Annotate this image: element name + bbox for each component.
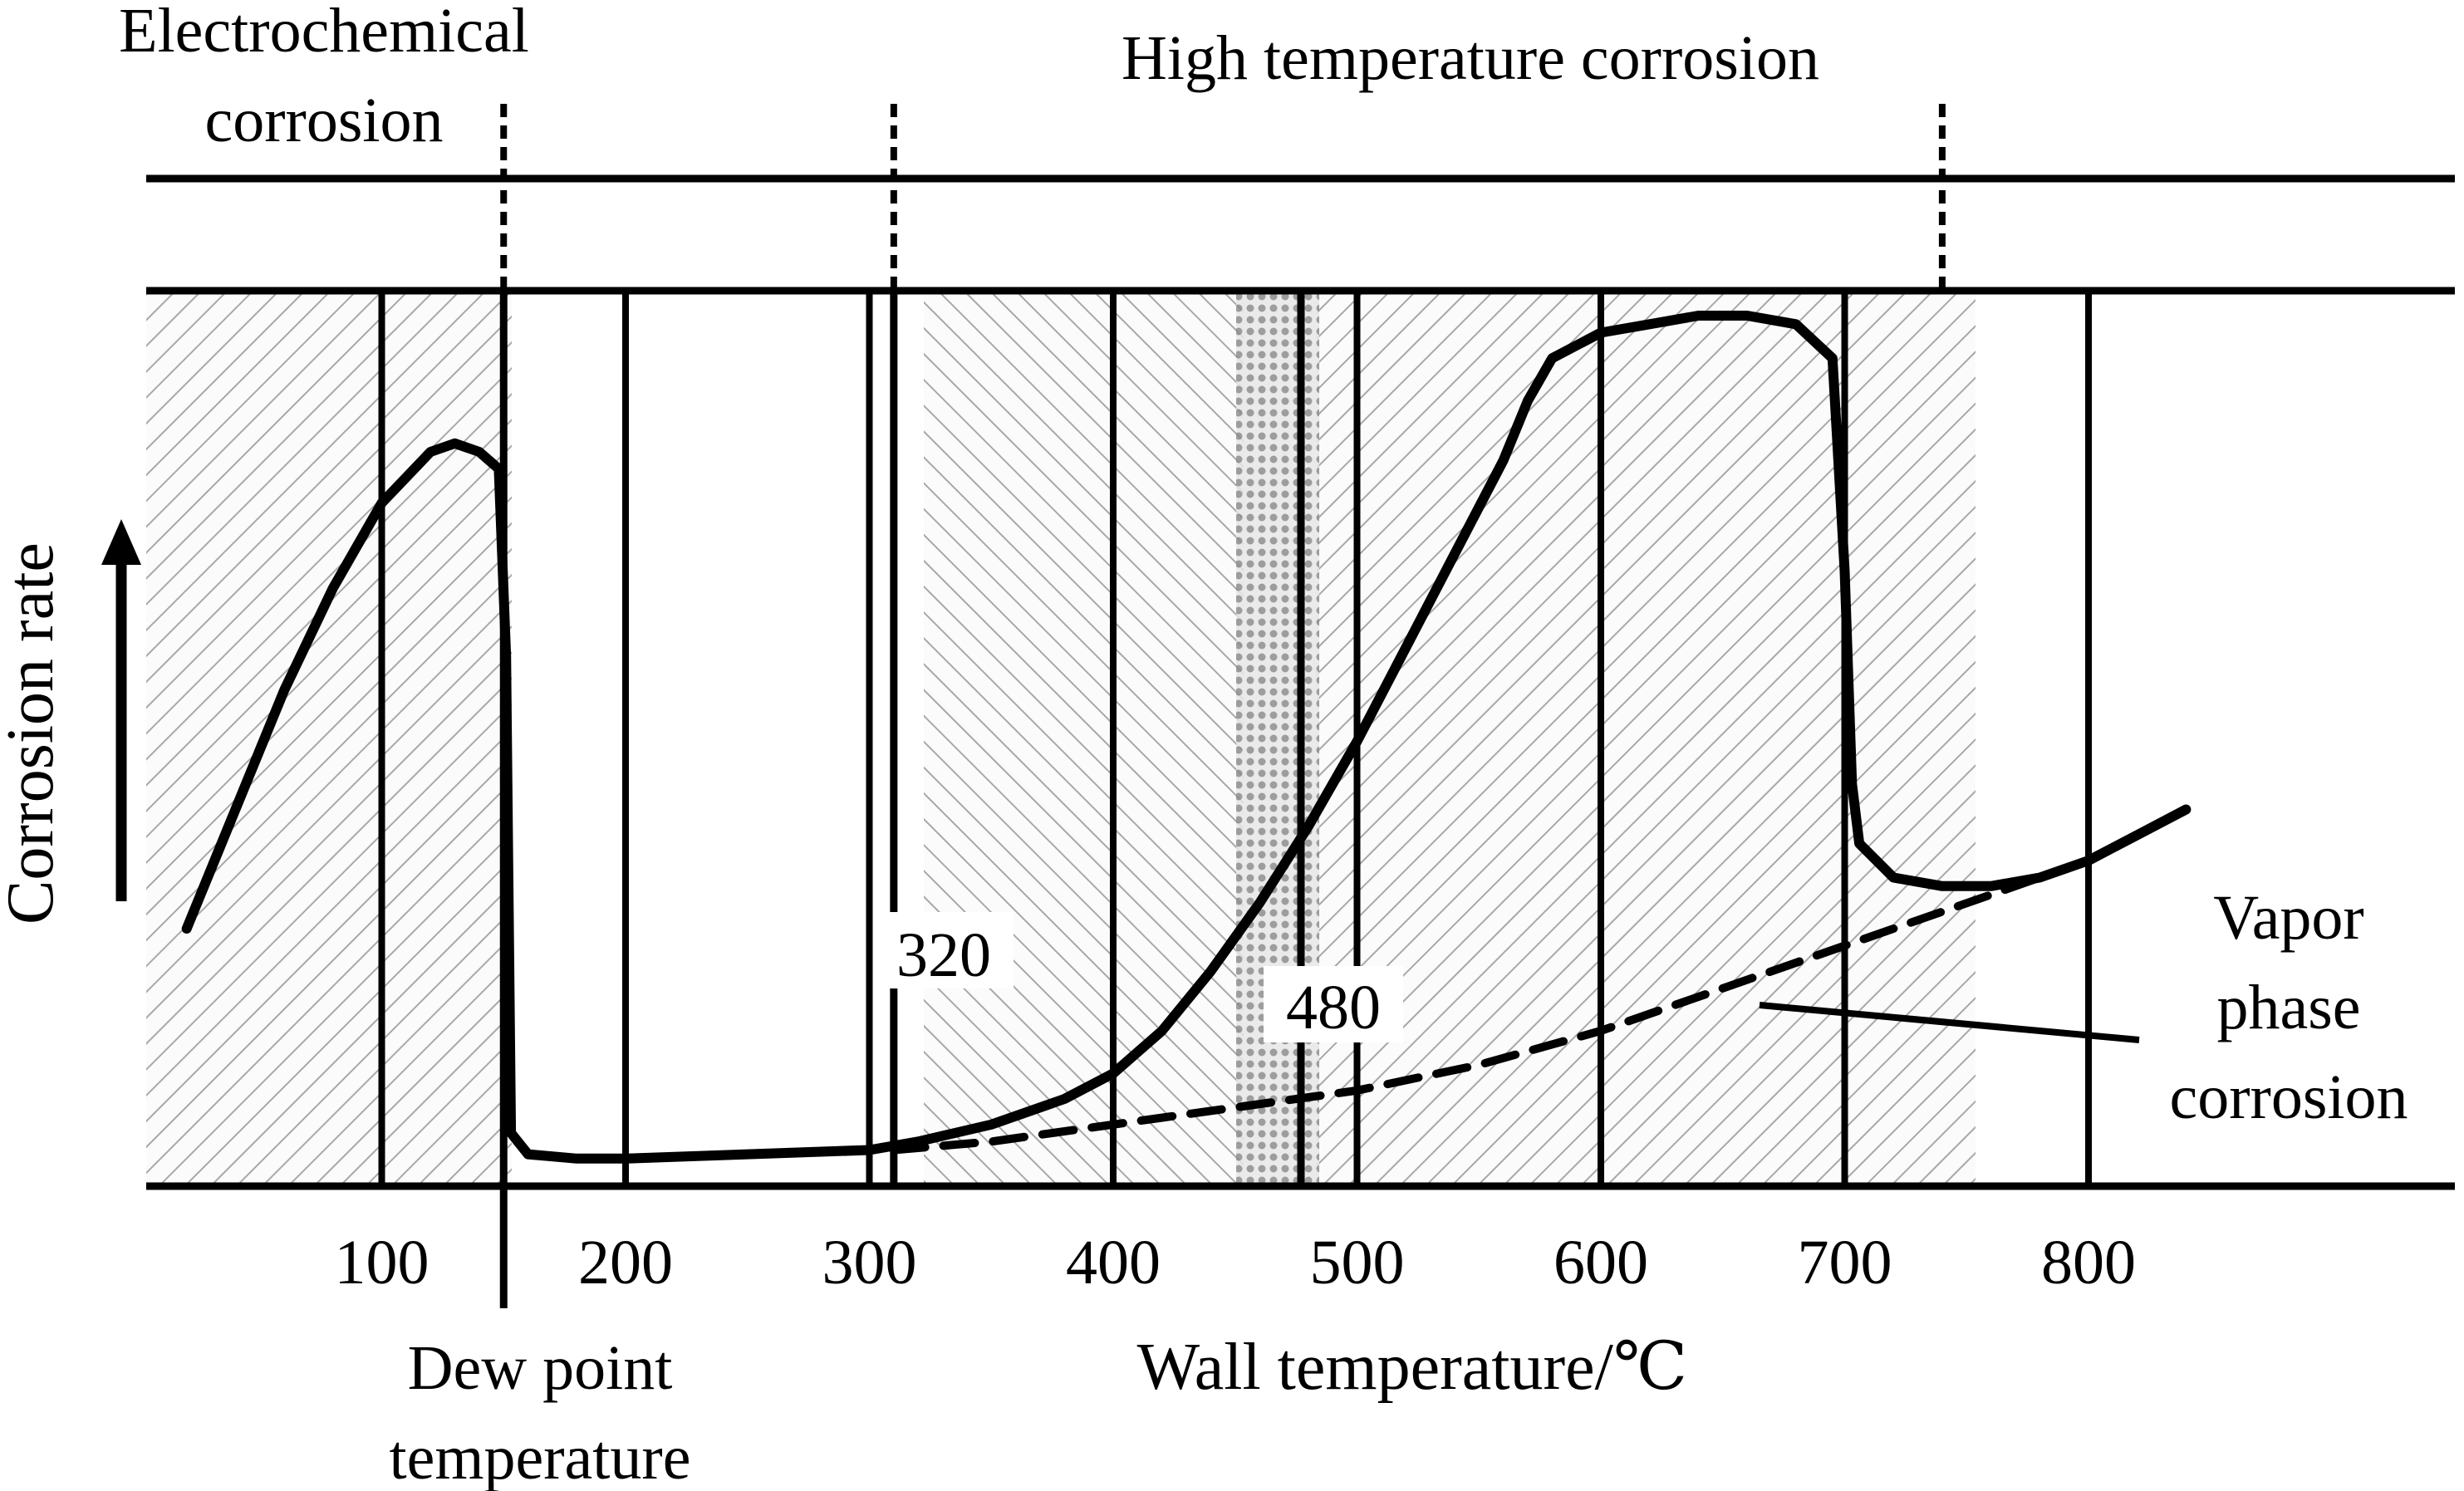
hatch-dew-region	[146, 291, 512, 1184]
marker-labels: 320 480	[874, 912, 1403, 1042]
x-tick-label-400: 400	[1066, 1228, 1161, 1297]
x-tick-label-100: 100	[335, 1228, 429, 1297]
x-tick-label-200: 200	[578, 1228, 673, 1297]
frame-lines	[146, 174, 2455, 1190]
x-axis-title: Wall temperature/℃	[1137, 1331, 1688, 1404]
region-labels: Electrochemical corrosion High temperatur…	[119, 0, 1819, 155]
dotted-transition-band	[1236, 291, 1319, 1184]
marker-320-label-bg	[874, 912, 1014, 988]
marker-320-label: 320	[896, 920, 991, 990]
x-tick-label-600: 600	[1553, 1228, 1648, 1297]
x-tick-labels: 100 200 300 400 500 600 700 800	[335, 1228, 2137, 1297]
x-tick-label-800: 800	[2041, 1228, 2136, 1297]
annotation-labels: Dew point temperature Vapor phase corrosion	[390, 883, 2408, 1491]
marker-480-label: 480	[1286, 973, 1381, 1042]
x-tick-label-700: 700	[1798, 1228, 1892, 1297]
region-backgrounds	[146, 291, 1976, 1184]
vapor-phase-leader-line	[1759, 1002, 2140, 1043]
x-tick-label-500: 500	[1310, 1228, 1405, 1297]
hatch-high-temp-region-right	[1317, 291, 1976, 1184]
electrochemical-region-label: Electrochemical corrosion	[119, 0, 529, 155]
y-axis-arrow-head	[101, 519, 141, 565]
dew-point-temperature-label: Dew point temperature	[390, 1333, 691, 1491]
vapor-phase-corrosion-label: Vapor phase corrosion	[2169, 883, 2408, 1132]
x-tick-label-300: 300	[822, 1228, 917, 1297]
marker-480-label-bg	[1264, 966, 1403, 1042]
y-axis-title-group: Corrosion rate	[0, 519, 141, 925]
high-temperature-region-label: High temperature corrosion	[1122, 23, 1819, 93]
corrosion-rate-curve	[181, 311, 2192, 1164]
vapor-phase-dashed-curve	[889, 873, 2044, 1155]
hatch-high-temp-region-left	[924, 291, 1244, 1184]
y-axis-title: Corrosion rate	[0, 542, 67, 925]
